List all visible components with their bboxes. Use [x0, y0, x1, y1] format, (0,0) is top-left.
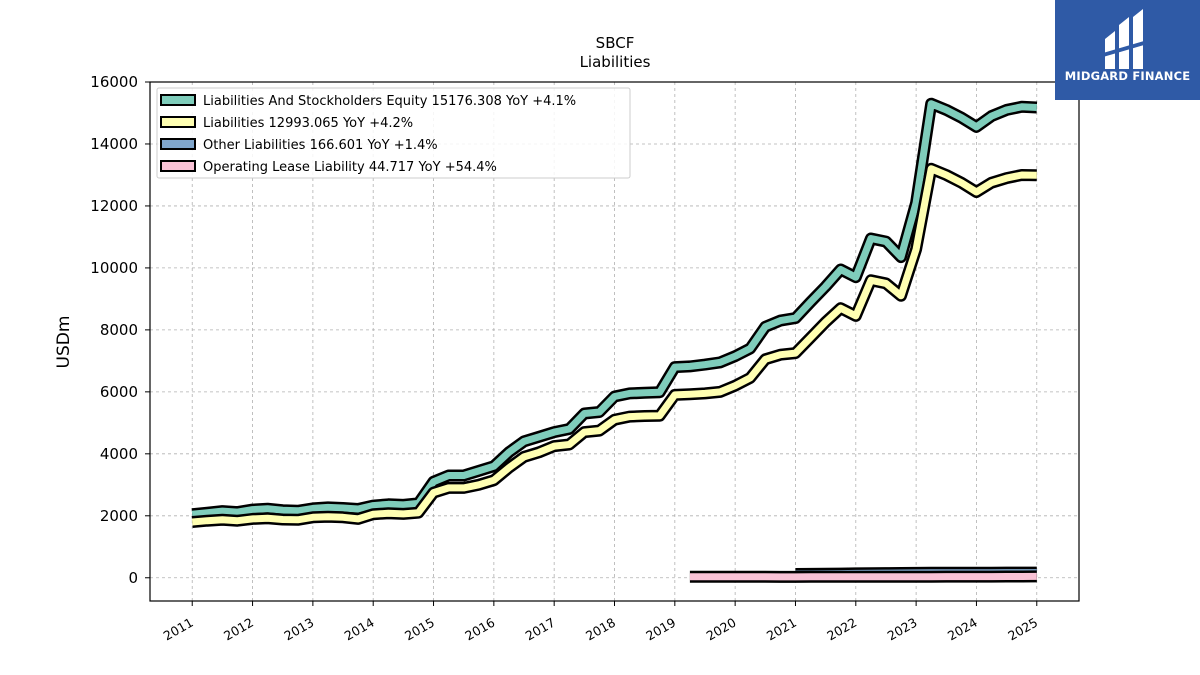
y-tick-label: 4000 — [100, 445, 138, 463]
series-layer — [191, 97, 1038, 583]
x-tick-label: 2012 — [221, 615, 256, 644]
legend-label: Liabilities 12993.065 YoY +4.2% — [203, 116, 413, 131]
y-tick-label: 8000 — [100, 321, 138, 339]
legend: Liabilities And Stockholders Equity 1517… — [156, 87, 631, 179]
x-tick-label: 2024 — [945, 615, 980, 644]
y-tick-label: 2000 — [100, 507, 138, 525]
y-tick-label: 16000 — [90, 73, 138, 91]
x-tick-label: 2013 — [281, 615, 316, 644]
y-tick-label: 10000 — [90, 259, 138, 277]
legend-label: Other Liabilities 166.601 YoY +1.4% — [203, 138, 438, 153]
y-tick-label: 12000 — [90, 197, 138, 215]
series-line-1 — [191, 100, 1037, 518]
x-tick-label: 2019 — [643, 615, 678, 644]
chart-title: SBCF — [596, 34, 635, 52]
series-line-4 — [689, 572, 1037, 581]
brand-name: MIDGARD FINANCE — [1064, 69, 1191, 83]
x-tick-label: 2017 — [523, 615, 558, 644]
x-tick-label: 2020 — [704, 615, 739, 644]
x-tick-label: 2016 — [462, 615, 497, 644]
x-tick-label: 2014 — [342, 615, 377, 644]
legend-box — [156, 87, 631, 179]
brand-mark-icon — [1103, 9, 1151, 69]
x-tick-label: 2023 — [885, 615, 920, 644]
legend-swatch — [160, 116, 196, 128]
x-tick-label: 2022 — [824, 615, 859, 644]
x-tick-label: 2011 — [161, 615, 196, 644]
x-tick-label: 2015 — [402, 615, 437, 644]
legend-label: Operating Lease Liability 44.717 YoY +54… — [203, 160, 497, 175]
legend-swatch — [160, 160, 196, 172]
y-tick-label: 6000 — [100, 383, 138, 401]
legend-swatch — [160, 94, 196, 106]
y-tick-label: 0 — [128, 569, 138, 587]
legend-swatch — [160, 138, 196, 150]
x-tick-label: 2021 — [764, 615, 799, 644]
brand-logo: MIDGARD FINANCE — [1055, 0, 1200, 100]
series-line-2 — [191, 165, 1037, 526]
chart-subtitle: Liabilities — [580, 53, 651, 71]
y-tick-label: 14000 — [90, 135, 138, 153]
legend-label: Liabilities And Stockholders Equity 1517… — [203, 94, 576, 109]
y-axis-label: USDm — [54, 316, 74, 369]
x-tick-label: 2018 — [583, 615, 618, 644]
x-tick-label: 2025 — [1005, 615, 1040, 644]
